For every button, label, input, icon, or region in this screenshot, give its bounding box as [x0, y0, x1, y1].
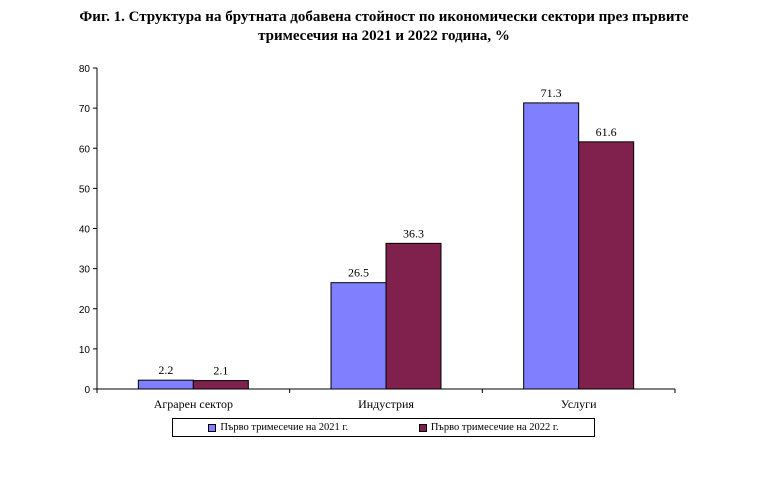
x-tick-label-0: Аграрен сектор: [154, 397, 233, 411]
y-tick-label-6: 60: [79, 144, 91, 155]
data-label-series-0-1: 26.5: [348, 266, 369, 280]
legend-item-series-0: Първо тримесечие на 2021 г.: [208, 422, 348, 433]
y-tick-label-1: 10: [79, 345, 91, 356]
chart-title-line2: тримесечия на 2021 и 2022 година, %: [258, 28, 510, 44]
legend-item-series-1: Първо тримесечие на 2022 г.: [418, 422, 559, 433]
bar-series-1-2: [578, 141, 635, 390]
y-tick-label-8: 80: [79, 64, 91, 75]
x-tick-label-2: Услуги: [561, 397, 597, 411]
data-label-series-0-0: 2.2: [158, 363, 173, 377]
data-label-series-1-2: 61.6: [596, 125, 617, 139]
legend-label-series-0: Първо тримесечие на 2021 г.: [220, 422, 349, 433]
legend-swatch-series-1: [418, 423, 427, 432]
bar-series-1-0: [192, 380, 249, 390]
bar-series-0-2: [523, 102, 580, 390]
y-tick-label-0: 0: [84, 385, 90, 396]
legend: Първо тримесечие на 2021 г. Първо тримес…: [172, 418, 595, 437]
data-label-series-0-2: 71.3: [541, 86, 562, 100]
x-tick-label-1: Индустрия: [358, 397, 414, 411]
y-tick-label-3: 30: [79, 265, 91, 276]
data-label-series-1-1: 36.3: [403, 226, 424, 240]
legend-swatch-series-0: [208, 423, 217, 432]
bar-series-0-0: [137, 379, 194, 390]
legend-label-series-1: Първо тримесечие на 2022 г.: [430, 422, 559, 433]
chart-title-line1: Фиг. 1. Структура на брутната добавена с…: [79, 9, 689, 25]
bar-series-0-1: [330, 282, 387, 390]
y-tick-label-5: 50: [79, 184, 91, 195]
data-label-series-1-0: 2.1: [213, 364, 228, 378]
y-tick-label-2: 20: [79, 305, 91, 316]
chart-title: Фиг. 1. Структура на брутната добавена с…: [0, 8, 768, 46]
bar-series-1-1: [385, 242, 442, 390]
y-tick-label-4: 40: [79, 225, 91, 236]
y-tick-label-7: 70: [79, 104, 91, 115]
